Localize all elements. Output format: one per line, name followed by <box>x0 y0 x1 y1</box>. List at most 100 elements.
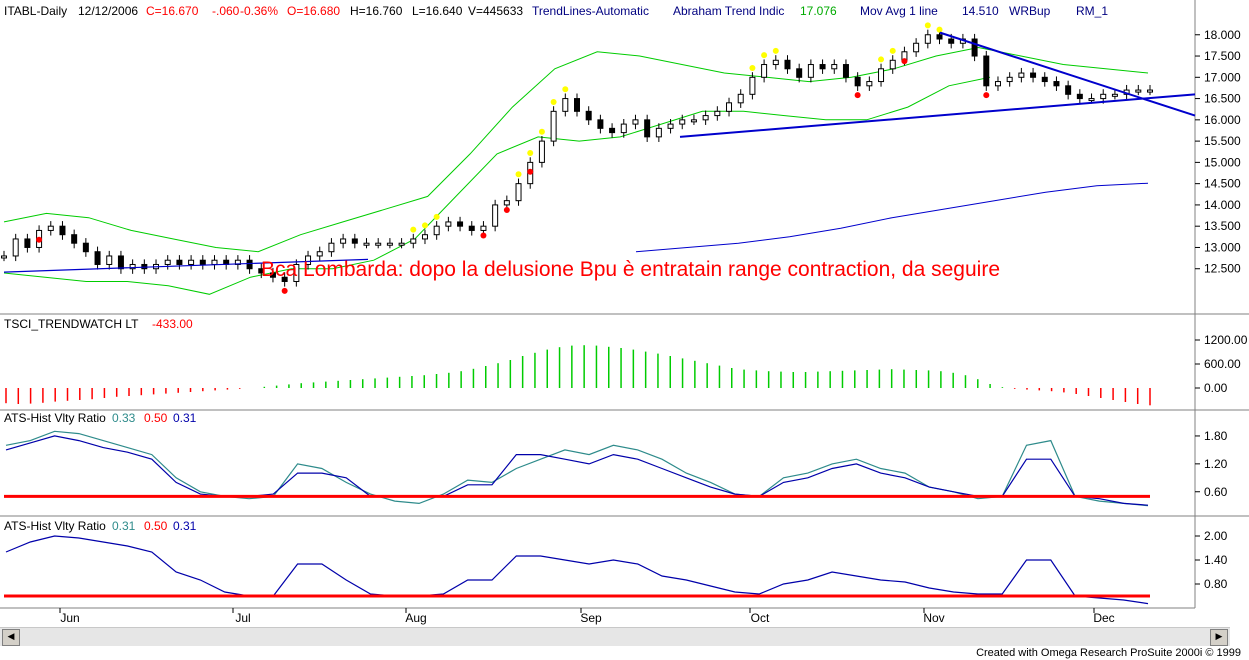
price-tick-label: 15.500 <box>1204 134 1241 148</box>
wrb-down-marker <box>281 287 288 294</box>
wrb-up-marker <box>433 213 440 220</box>
candle-body <box>71 234 78 244</box>
candle-body <box>655 127 662 138</box>
header-study-wrbup: WRBup <box>1009 4 1051 18</box>
wrb-down-marker <box>480 232 487 239</box>
candle-body <box>1018 72 1025 78</box>
price-tick-label: 15.000 <box>1204 155 1241 169</box>
header-symbol: ITABL-Daily <box>4 4 67 18</box>
price-tick-label: 16.000 <box>1204 113 1241 127</box>
candlesticks <box>1 29 1153 287</box>
candle-body <box>1030 72 1037 78</box>
trendwatch-value: -433.00 <box>152 317 193 331</box>
moving-average-line <box>635 182 1149 253</box>
candle-body <box>480 225 487 231</box>
wrb-markers <box>36 22 990 294</box>
vlty-ratio-1-value-a: 0.33 <box>112 411 136 425</box>
candle-body <box>784 59 791 70</box>
candle-body <box>994 81 1001 87</box>
candle-body <box>1 255 7 259</box>
horizontal-scrollbar[interactable]: ◀ ▶ <box>0 627 1230 646</box>
ratio-tick-label: 1.40 <box>1204 553 1228 567</box>
price-tick-label: 17.000 <box>1204 70 1241 84</box>
candle-body <box>983 55 990 87</box>
candle-body <box>316 251 323 257</box>
candle-body <box>433 225 440 236</box>
ratio-tick-label: 0.60 <box>1204 485 1228 499</box>
trendwatch-title: TSCI_TRENDWATCH LT <box>4 317 139 331</box>
candle-body <box>398 242 405 246</box>
vlty-ratio-title-1: ATS-Hist Vlty Ratio <box>4 411 106 425</box>
candle-body <box>597 119 604 129</box>
candle-body <box>386 242 393 246</box>
trendline-resistance <box>939 31 1196 117</box>
vlty-ratio-title-2: ATS-Hist Vlty Ratio <box>4 519 106 533</box>
candle-body <box>1076 93 1083 100</box>
wrb-up-marker <box>410 226 417 233</box>
candle-body <box>1111 93 1118 97</box>
header-study-movavg: Mov Avg 1 line <box>860 4 938 18</box>
abraham-envelope <box>3 46 1149 295</box>
wrb-up-marker <box>878 56 885 63</box>
vlty-ratio-1-lines: 1.80 1.20 0.60 <box>4 429 1228 507</box>
ratio-tick-label: 1.20 <box>1204 457 1228 471</box>
header-study-trendlines: TrendLines-Automatic <box>532 4 649 18</box>
candle-body <box>457 221 464 227</box>
candle-body <box>796 68 803 78</box>
candle-body <box>866 81 873 87</box>
candle-body <box>246 259 253 270</box>
candle-body <box>12 238 19 257</box>
scroll-right-icon[interactable]: ▶ <box>1210 629 1228 646</box>
candle-body <box>363 242 370 246</box>
candle-body <box>82 242 89 253</box>
vlty-ratio-2-value-c: 0.31 <box>173 519 197 533</box>
candle-body <box>1041 76 1048 83</box>
candle-body <box>281 276 288 282</box>
candle-body <box>1100 93 1107 100</box>
vlty-ratio-2-value-b: 0.50 <box>144 519 168 533</box>
candle-body <box>714 110 721 117</box>
candle-body <box>842 64 849 78</box>
candle-body <box>211 259 218 265</box>
candle-body <box>831 64 838 70</box>
vlty-ratio-2-value-a: 0.31 <box>112 519 136 533</box>
candle-body <box>129 263 136 270</box>
candle-body <box>1053 81 1060 87</box>
vlty-ratio-1-value-b: 0.50 <box>144 411 168 425</box>
price-tick-label: 13.000 <box>1204 240 1241 254</box>
ratio-tick-label: 1.80 <box>1204 429 1228 443</box>
candle-body <box>305 255 312 265</box>
wrb-up-marker <box>527 150 534 157</box>
candle-body <box>749 76 756 95</box>
scroll-left-icon[interactable]: ◀ <box>2 629 20 646</box>
month-tick-label: Jul <box>235 611 250 625</box>
candle-body <box>948 38 955 44</box>
header-change: -.060 <box>212 4 240 18</box>
candle-body <box>117 255 124 270</box>
candle-body <box>515 183 522 202</box>
candle-body <box>667 123 674 129</box>
wrb-up-marker <box>562 86 569 93</box>
candle-body <box>340 238 347 244</box>
candle-body <box>421 234 428 240</box>
ratio-series-line <box>5 535 1149 605</box>
wrb-down-marker <box>527 168 534 175</box>
candle-body <box>726 102 733 112</box>
candle-body <box>807 64 814 78</box>
wrb-up-marker <box>889 47 896 54</box>
ratio-tick-label: 2.00 <box>1204 529 1228 543</box>
candle-body <box>106 255 113 265</box>
candle-body <box>702 115 709 121</box>
header-volume: V=445633 <box>468 4 523 18</box>
candle-body <box>538 140 545 163</box>
candle-body <box>924 34 931 44</box>
envelope-lower-line <box>3 76 991 295</box>
candle-body <box>913 42 920 53</box>
candle-body <box>188 259 195 265</box>
wrb-up-marker <box>936 26 943 33</box>
candle-body <box>47 225 54 231</box>
header-high: H=16.760 <box>350 4 403 18</box>
candle-body <box>761 64 768 78</box>
candle-body <box>24 238 31 248</box>
